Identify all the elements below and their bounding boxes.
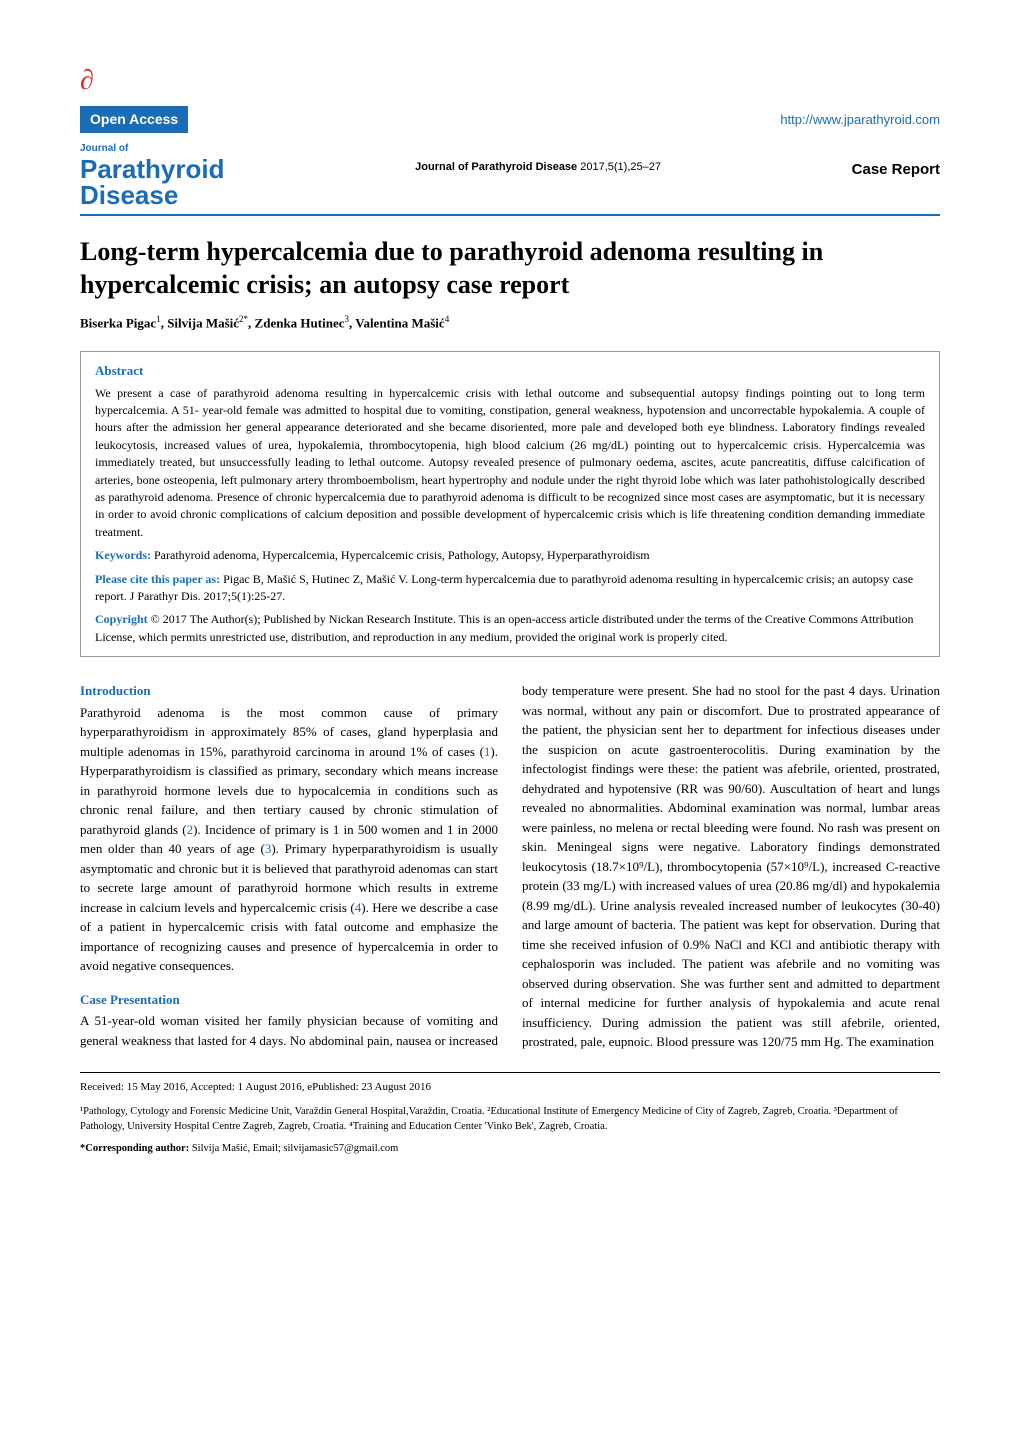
citation-details: 2017,5(1),25–27 (577, 161, 661, 173)
open-access-icon: ∂ (80, 60, 940, 102)
keywords-text: Parathyroid adenoma, Hypercalcemia, Hype… (151, 548, 650, 562)
journal-line2: Disease (80, 182, 225, 208)
abstract-text: We present a case of parathyroid adenoma… (95, 385, 925, 542)
copyright-label: Copyright (95, 612, 148, 626)
cite-label: Please cite this paper as: (95, 572, 220, 586)
dates-line: Received: 15 May 2016, Accepted: 1 Augus… (80, 1072, 940, 1096)
corresponding-text: Silvija Mašić, Email; silvijamasic57@gma… (189, 1143, 398, 1154)
keywords-line: Keywords: Parathyroid adenoma, Hypercalc… (95, 547, 925, 564)
case-presentation-heading: Case Presentation (80, 990, 498, 1010)
copyright-text: © 2017 The Author(s); Published by Nicka… (95, 612, 914, 643)
keywords-label: Keywords: (95, 548, 151, 562)
citation-info: Journal of Parathyroid Disease 2017,5(1)… (225, 141, 852, 176)
authors: Biserka Pigac1, Silvija Mašić2*, Zdenka … (80, 313, 940, 333)
article-title: Long-term hypercalcemia due to parathyro… (80, 236, 940, 301)
introduction-heading: Introduction (80, 681, 498, 701)
introduction-text: Parathyroid adenoma is the most common c… (80, 705, 498, 974)
journal-name-block: Journal of Parathyroid Disease (80, 141, 225, 208)
cite-line: Please cite this paper as: Pigac B, Maši… (95, 571, 925, 606)
journal-url[interactable]: http://www.jparathyroid.com (780, 110, 940, 130)
abstract-box: Abstract We present a case of parathyroi… (80, 351, 940, 657)
corresponding-label: *Corresponding author: (80, 1143, 189, 1154)
journal-line1: Parathyroid (80, 156, 225, 182)
citation-journal: Journal of Parathyroid Disease (415, 161, 577, 173)
journal-banner: Journal of Parathyroid Disease Journal o… (80, 141, 940, 216)
header-row: Open Access http://www.jparathyroid.com (80, 106, 940, 133)
affiliations: ¹Pathology, Cytology and Forensic Medici… (80, 1105, 940, 1134)
open-access-badge: Open Access (80, 106, 188, 133)
body-columns: Introduction Parathyroid adenoma is the … (80, 681, 940, 1052)
corresponding-author: *Corresponding author: Silvija Mašić, Em… (80, 1141, 940, 1157)
copyright-line: Copyright © 2017 The Author(s); Publishe… (95, 611, 925, 646)
article-type: Case Report (852, 141, 940, 182)
abstract-heading: Abstract (95, 362, 925, 381)
